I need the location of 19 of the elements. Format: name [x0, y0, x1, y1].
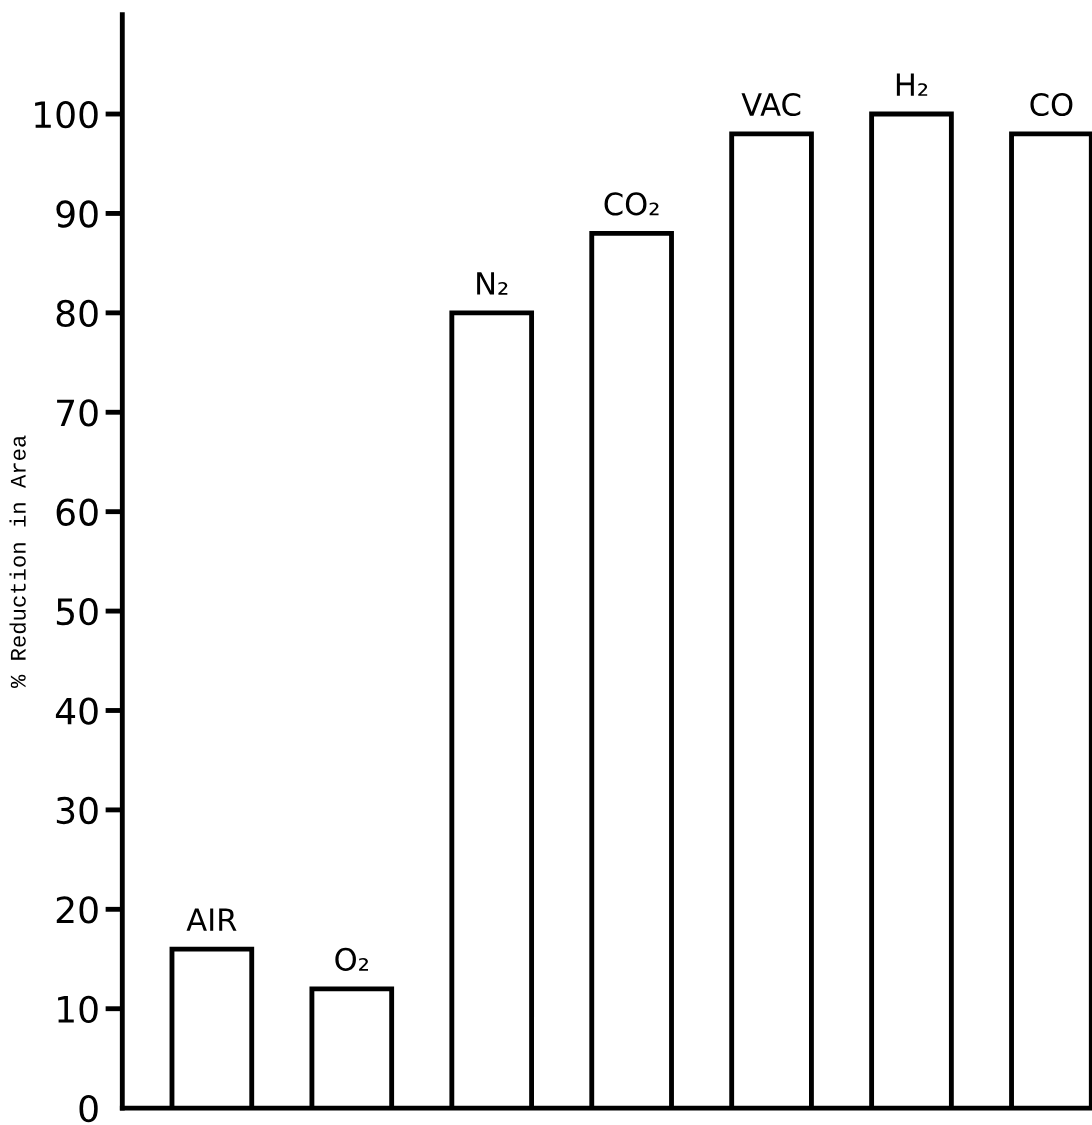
y-tick-label: 20: [56, 896, 98, 924]
y-tick-label: 10: [58, 995, 98, 1023]
x-tick-label: CO₂: [604, 192, 659, 216]
y-tick-label: 50: [56, 598, 98, 626]
y-tick-label: 0: [79, 1095, 98, 1123]
y-tick-label: 80: [56, 299, 98, 328]
x-tick-label: CO: [1030, 92, 1073, 117]
y-tick-label: 100: [35, 100, 98, 129]
x-tick-label: AIR: [186, 908, 237, 931]
y-axis-title: % Reduction in Area: [9, 435, 26, 689]
x-tick-label: H₂: [896, 73, 928, 96]
y-tick-label: 90: [56, 200, 98, 228]
y-tick-label: 30: [56, 796, 98, 825]
y-tick-label: 70: [57, 399, 98, 427]
y-tick-label: 60: [56, 498, 98, 526]
x-tick-label: VAC: [741, 92, 801, 117]
x-tick-label: N₂: [477, 272, 508, 295]
y-tick-label: 40: [55, 697, 98, 725]
x-tick-label: O₂: [335, 947, 369, 971]
